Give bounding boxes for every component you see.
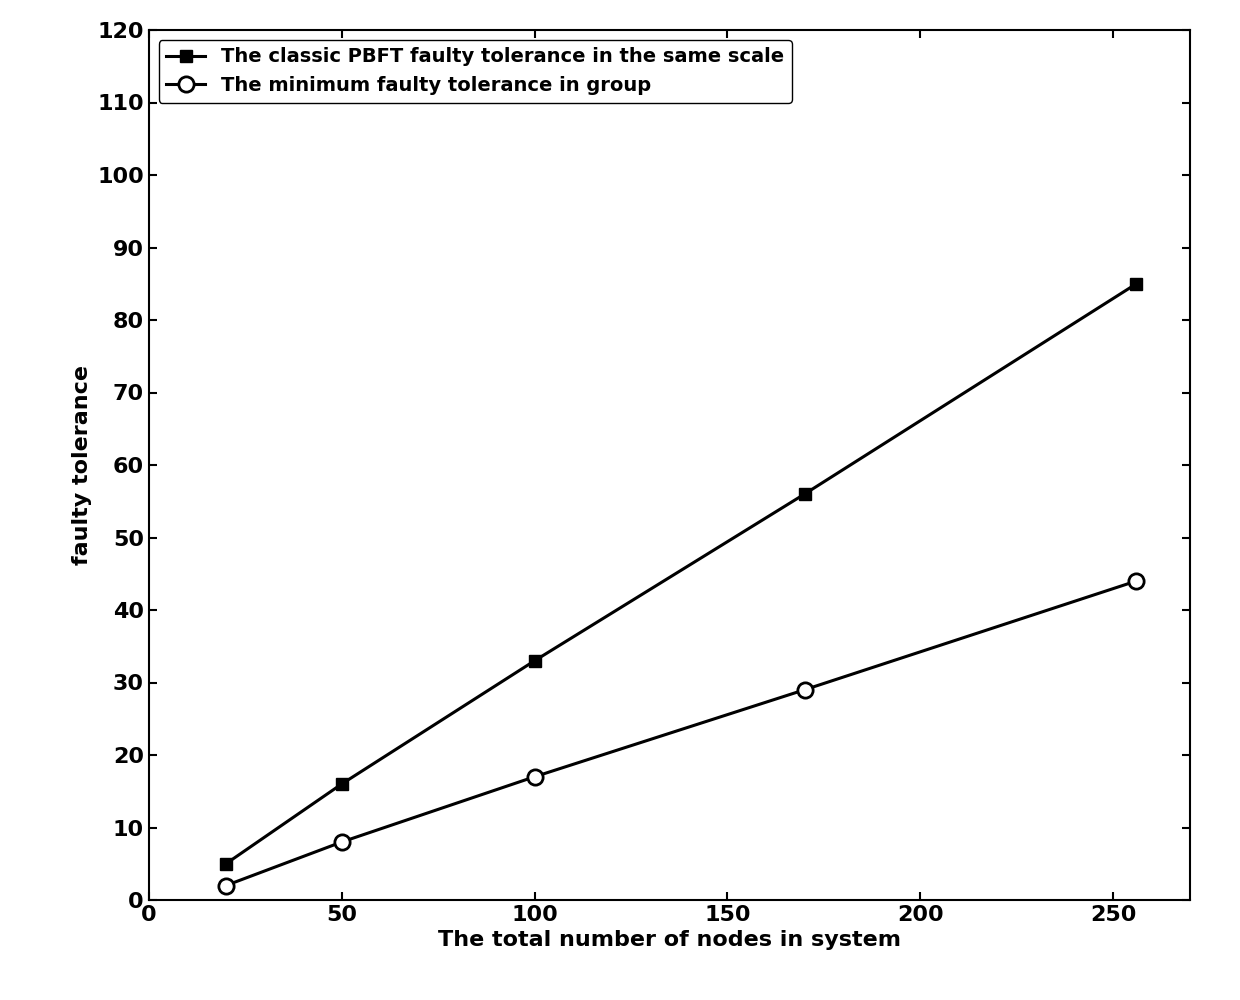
The minimum faulty tolerance in group: [335, 836, 350, 848]
The classic PBFT faulty tolerance in the same scale: [335, 778, 350, 790]
The classic PBFT faulty tolerance in the same scale: [527, 655, 542, 667]
Legend: The classic PBFT faulty tolerance in the same scale, The minimum faulty toleranc: The classic PBFT faulty tolerance in the…: [159, 40, 791, 103]
The minimum faulty tolerance in group: [218, 880, 233, 892]
Y-axis label: faulty tolerance: faulty tolerance: [72, 365, 92, 565]
The classic PBFT faulty tolerance in the same scale: [797, 488, 812, 500]
Line: The classic PBFT faulty tolerance in the same scale: The classic PBFT faulty tolerance in the…: [219, 277, 1142, 870]
The minimum faulty tolerance in group: [797, 684, 812, 696]
X-axis label: The total number of nodes in system: The total number of nodes in system: [438, 930, 901, 950]
Line: The minimum faulty tolerance in group: The minimum faulty tolerance in group: [218, 573, 1145, 893]
The minimum faulty tolerance in group: [527, 771, 542, 783]
The classic PBFT faulty tolerance in the same scale: [1128, 278, 1143, 290]
The minimum faulty tolerance in group: [1128, 575, 1143, 587]
The classic PBFT faulty tolerance in the same scale: [218, 858, 233, 870]
